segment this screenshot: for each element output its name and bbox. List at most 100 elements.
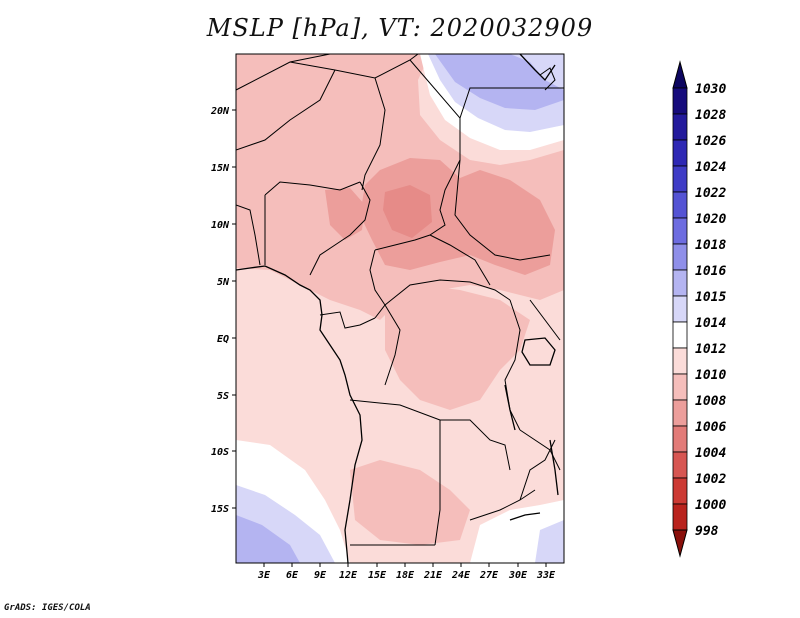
- colorbar-swatch: [672, 373, 688, 401]
- lat-label: 5S: [217, 391, 229, 402]
- border-eritrea: [539, 67, 556, 91]
- colorbar-swatch: [672, 451, 688, 479]
- lat-label: 15S: [211, 504, 229, 515]
- colorbar-swatch: [672, 321, 688, 349]
- colorbar-swatch: [672, 269, 688, 297]
- colorbar-label: 1024: [695, 160, 726, 175]
- border-nigeria-cameroon: [309, 181, 371, 276]
- lon-label: 33E: [536, 570, 556, 581]
- coast-gulf-of-guinea: [236, 265, 363, 563]
- field-1006-core: [383, 185, 432, 238]
- colorbar-swatch: [672, 425, 688, 453]
- colorbar-swatch: [672, 477, 688, 505]
- border-car-sudan: [429, 234, 491, 286]
- border-car-drc: [384, 279, 511, 306]
- colorbar-label: 1020: [695, 212, 726, 227]
- colorbar-label: 1014: [695, 316, 726, 331]
- lon-label: 12E: [339, 570, 358, 581]
- border-cameroon-car: [369, 249, 386, 306]
- lon-label: 18E: [396, 570, 415, 581]
- border-mali-niger: [236, 69, 336, 151]
- colorbar-min-arrow: [672, 529, 688, 558]
- colorbar-swatch: [672, 503, 688, 531]
- lake-malawi: [549, 439, 559, 496]
- field-1010-south: [350, 460, 470, 545]
- border-niger-nigeria: [264, 181, 361, 196]
- lon-label: 27E: [479, 570, 499, 581]
- border-uganda-kenya: [529, 299, 561, 341]
- colorbar-swatch: [672, 243, 688, 271]
- border-zambia-zimbabwe: [469, 489, 536, 521]
- lake-tanganyika: [504, 384, 516, 431]
- border-tanzania: [519, 429, 561, 471]
- grads-credit: GrADS: IGES/COLA: [4, 603, 91, 613]
- colorbar-label: 1004: [695, 446, 726, 461]
- colorbar-label: 1028: [695, 108, 726, 123]
- coast-red-sea: [519, 54, 556, 82]
- lon-label: 24E: [451, 570, 471, 581]
- lat-axis: 20N 15N 10N 5N EQ 5S 10S 15S: [210, 106, 236, 515]
- border-mozambique: [519, 439, 556, 501]
- colorbar-swatch: [672, 191, 688, 219]
- lat-label: 10S: [211, 447, 229, 458]
- colorbar-label: 1018: [695, 238, 726, 253]
- lat-label: 5N: [217, 277, 230, 288]
- field-1010-congo: [385, 285, 530, 410]
- border-egypt-sudan: [459, 87, 564, 119]
- colorbar-label: 998: [695, 524, 719, 539]
- colorbar-swatch: [672, 165, 688, 193]
- lat-label: 10N: [211, 220, 230, 231]
- colorbar-label: 1002: [695, 472, 726, 487]
- country-borders: [236, 54, 564, 546]
- field-1015-southeast: [535, 520, 564, 563]
- lon-axis: 3E 6E 9E 12E 15E 18E 21E 24E 27E 30E 33E: [257, 563, 556, 581]
- lon-label: 9E: [314, 570, 327, 581]
- colorbar-swatch: [672, 399, 688, 427]
- lake-kariba: [509, 512, 541, 521]
- colorbar-swatch: [672, 113, 688, 141]
- lon-label: 3E: [257, 570, 271, 581]
- lon-label: 21E: [423, 570, 443, 581]
- colorbar-label: 1016: [695, 264, 726, 279]
- field-1016-southwest: [236, 515, 300, 563]
- field-1016-northeast: [435, 54, 564, 110]
- colorbar-label: 1010: [695, 368, 726, 383]
- field-1008-west: [325, 188, 365, 240]
- lat-label: EQ: [217, 334, 229, 345]
- lon-label: 15E: [368, 570, 387, 581]
- lat-label: 20N: [210, 106, 230, 117]
- border-congo-drc: [374, 304, 401, 386]
- pressure-field: [236, 54, 564, 563]
- map-frame: [235, 53, 565, 564]
- colorbar-label: 1026: [695, 134, 726, 149]
- colorbar-label: 1000: [695, 498, 726, 513]
- colorbar-swatch: [672, 87, 688, 115]
- lat-label: 15N: [211, 163, 230, 174]
- colorbar-max-arrow: [672, 60, 688, 89]
- border-niger-chad: [361, 77, 386, 191]
- colorbar-label: 1008: [695, 394, 726, 409]
- border-west-africa: [236, 204, 261, 266]
- lon-label: 6E: [286, 570, 299, 581]
- border-chad-car: [374, 234, 431, 251]
- border-chad-sudan: [429, 159, 461, 236]
- colorbar-swatch: [672, 347, 688, 375]
- colorbar-label: 1030: [695, 82, 726, 97]
- colorbar-label: 1022: [695, 186, 726, 201]
- map-title: MSLP [hPa], VT: 2020032909: [206, 14, 594, 42]
- border-angola-zambia: [434, 450, 441, 546]
- colorbar-swatch: [672, 139, 688, 167]
- colorbar-swatch: [672, 295, 688, 323]
- colorbar-label: 1006: [695, 420, 726, 435]
- border-drc-zambia: [440, 419, 511, 471]
- border-south-sudan-ethiopia: [454, 159, 551, 261]
- colorbar-label: 1015: [695, 290, 726, 305]
- colorbar-swatch: [672, 217, 688, 245]
- border-gabon-congo: [319, 311, 376, 329]
- lake-victoria: [521, 337, 556, 366]
- border-drc-angola: [349, 399, 441, 450]
- colorbar: 1030 1028 1026 1024 1022 1020 1018 1016 1015 1014…: [672, 60, 726, 558]
- border-drc-uganda-rwanda: [504, 299, 521, 431]
- coastline: [236, 54, 559, 563]
